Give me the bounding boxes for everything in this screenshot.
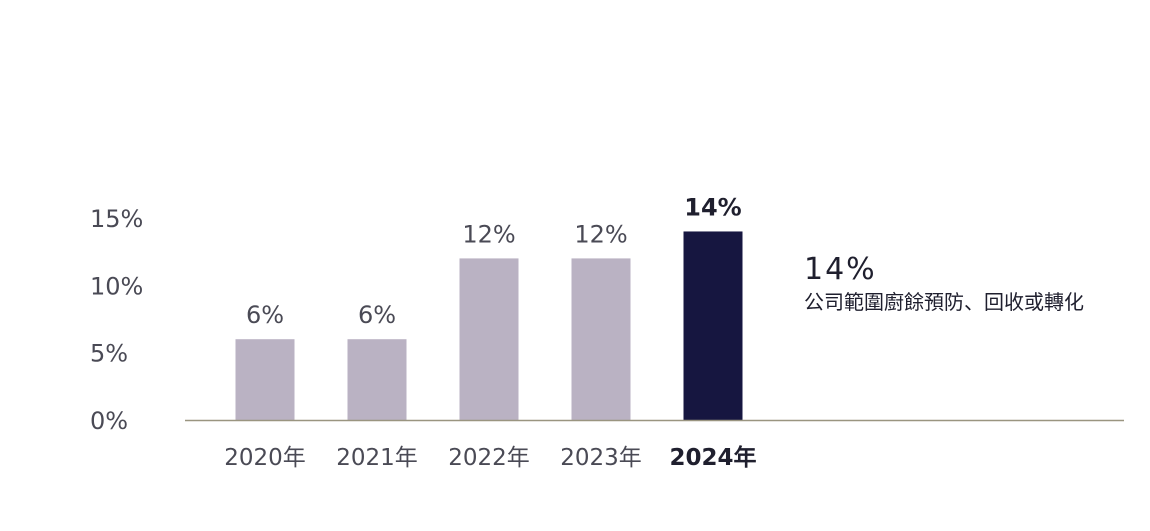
bar [347, 339, 407, 420]
bar [235, 339, 295, 420]
data-label: 12% [462, 220, 515, 248]
data-label: 12% [574, 220, 627, 248]
callout-value: 14% [804, 252, 877, 287]
callout: 14% 公司範圍廚餘預防、回收或轉化 [804, 252, 1134, 316]
x-tick-label: 2020年 [224, 445, 306, 471]
y-tick-label: 5% [90, 340, 128, 368]
x-tick-label: 2022年 [448, 445, 530, 471]
bar [459, 258, 519, 420]
bar [571, 258, 631, 420]
y-tick-label: 0% [90, 407, 128, 435]
y-tick-label: 10% [90, 272, 143, 300]
data-label: 6% [246, 301, 284, 329]
x-tick-label: 2021年 [336, 445, 418, 471]
y-tick-label: 15% [90, 205, 143, 233]
data-label: 6% [358, 301, 396, 329]
data-label: 14% [684, 193, 741, 221]
x-tick-label: 2024年 [669, 444, 756, 471]
x-tick-label: 2023年 [560, 445, 642, 471]
callout-description: 公司範圍廚餘預防、回收或轉化 [804, 290, 1084, 314]
bar [683, 231, 743, 420]
